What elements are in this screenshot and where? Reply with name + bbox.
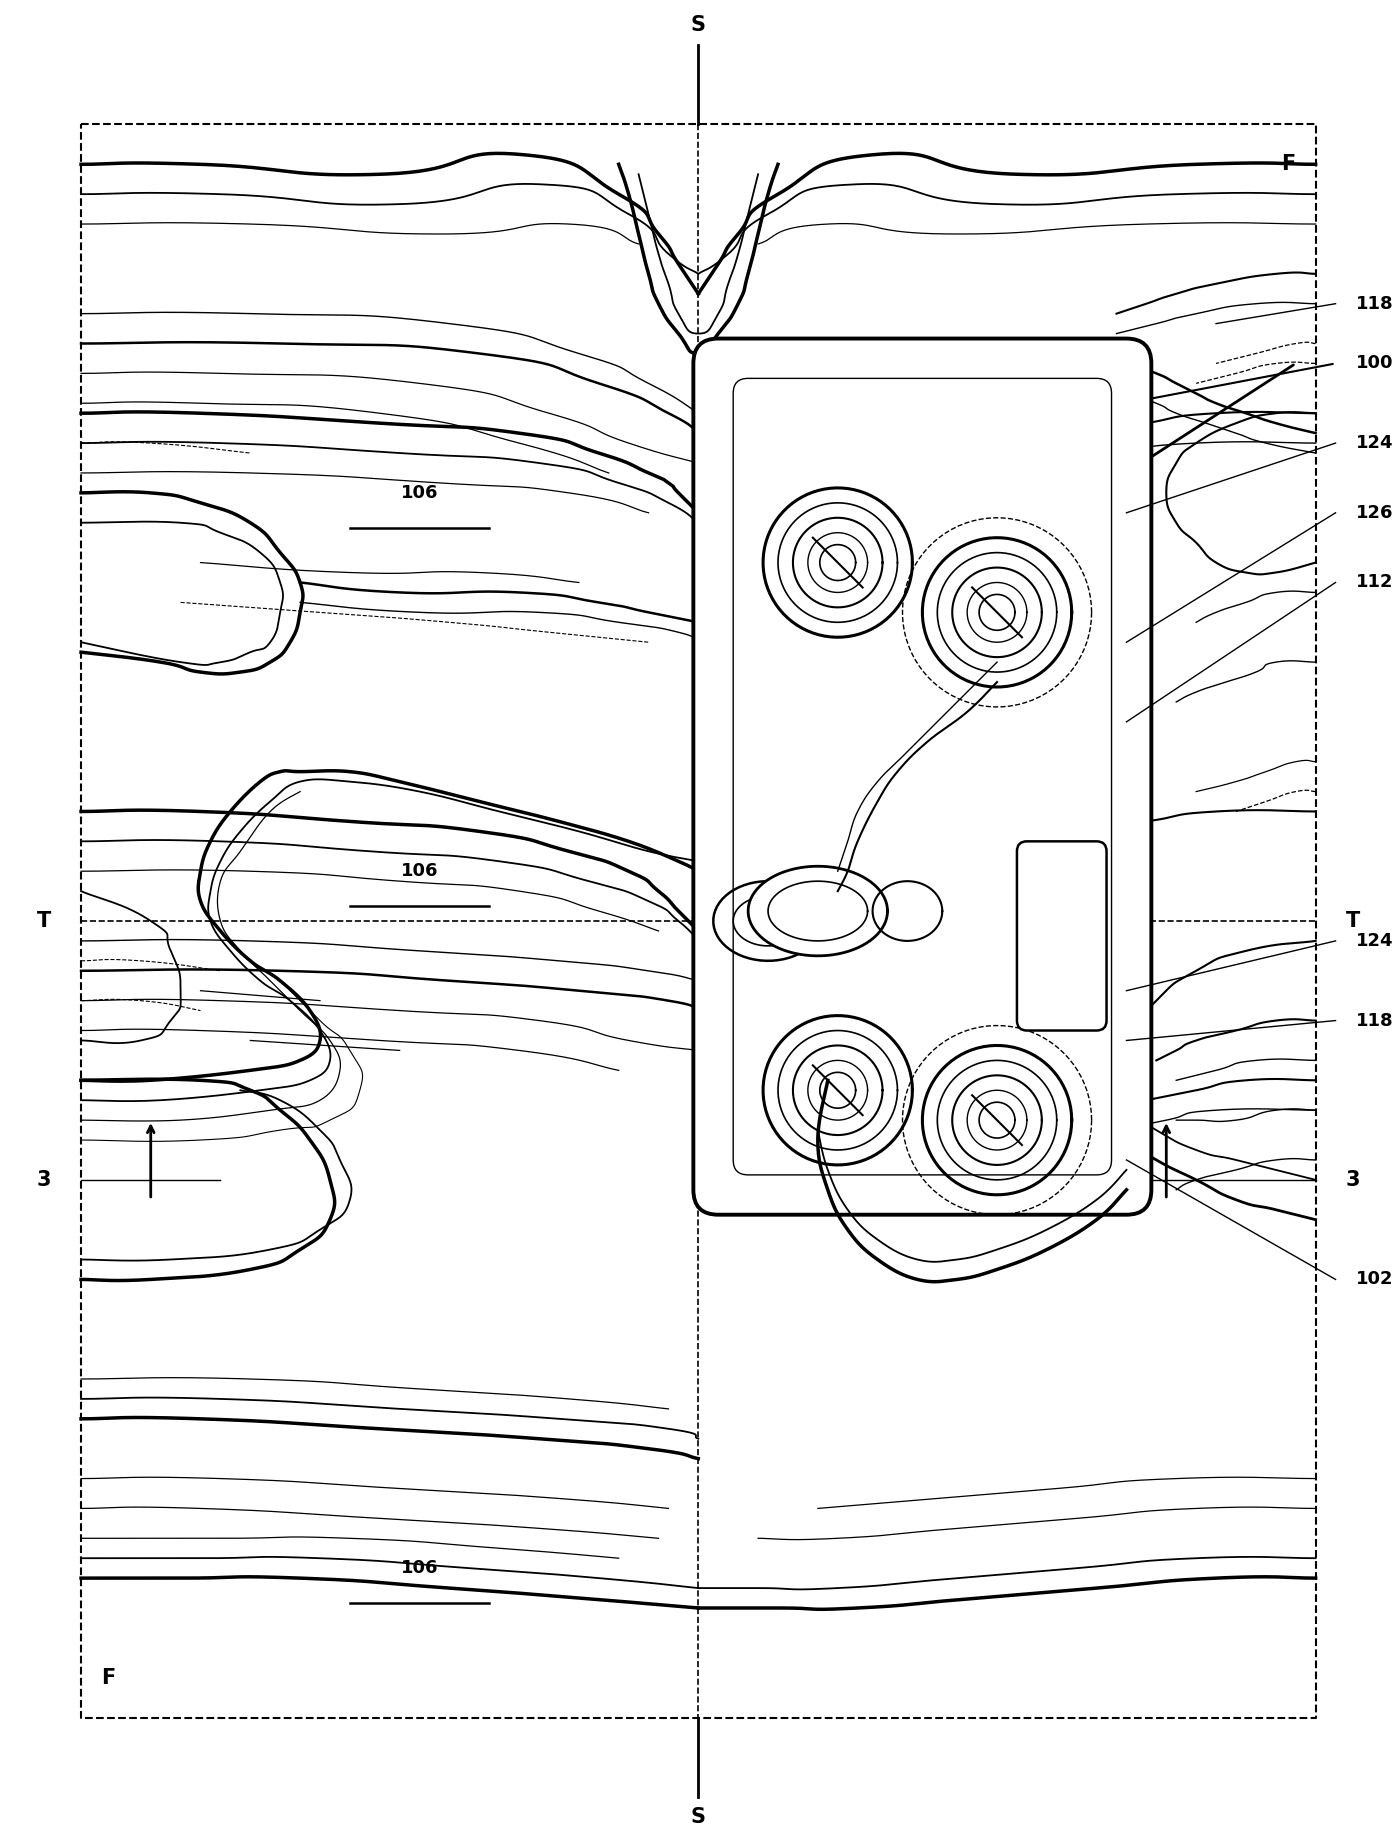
Polygon shape <box>872 882 942 941</box>
Text: 3: 3 <box>36 1169 52 1189</box>
Polygon shape <box>979 595 1015 630</box>
Text: 106: 106 <box>400 484 438 503</box>
Polygon shape <box>979 1103 1015 1138</box>
Text: 102: 102 <box>1355 1270 1393 1289</box>
Polygon shape <box>820 1071 855 1108</box>
Text: 112: 112 <box>1355 574 1393 591</box>
Text: S: S <box>690 15 706 35</box>
Text: 124: 124 <box>1355 434 1393 453</box>
Text: 118: 118 <box>1355 1011 1393 1029</box>
Text: 118: 118 <box>1355 295 1393 313</box>
FancyBboxPatch shape <box>1016 841 1106 1031</box>
Text: 3: 3 <box>1345 1169 1359 1189</box>
Text: 106: 106 <box>400 1559 438 1578</box>
Text: 124: 124 <box>1355 932 1393 950</box>
Text: 106: 106 <box>400 862 438 880</box>
Text: F: F <box>101 1668 115 1688</box>
Text: F: F <box>1281 155 1296 175</box>
Text: T: T <box>1345 911 1359 932</box>
Polygon shape <box>748 867 888 955</box>
Text: T: T <box>36 911 52 932</box>
Text: 100: 100 <box>1355 355 1393 372</box>
FancyBboxPatch shape <box>693 339 1151 1215</box>
Polygon shape <box>820 545 855 580</box>
Text: S: S <box>690 1808 706 1826</box>
Text: 126: 126 <box>1355 504 1393 521</box>
